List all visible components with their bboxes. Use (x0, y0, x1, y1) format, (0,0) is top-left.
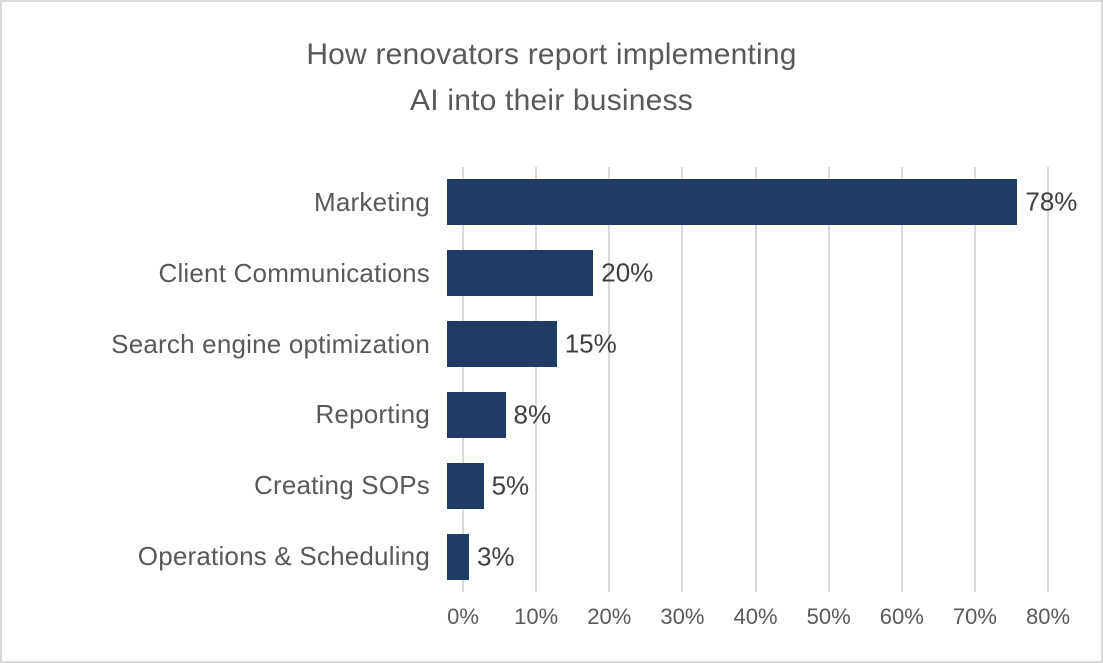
gridline (900, 167, 903, 592)
gridline (827, 167, 830, 592)
bar-track: 78% (447, 179, 1077, 226)
x-tick-label: 80% (1025, 604, 1071, 629)
gridline (681, 167, 684, 592)
category-label: Reporting (315, 399, 430, 430)
bar-value-label: 3% (476, 541, 515, 572)
gridline (1047, 167, 1049, 592)
chart-title: How renovators report implementing AI in… (306, 38, 797, 117)
x-tick-label: 40% (733, 604, 778, 629)
category-label: Client Communications (158, 257, 430, 288)
bar-track: 20% (447, 250, 1032, 297)
gridline (462, 167, 464, 592)
category-label: Creating SOPs (253, 470, 430, 501)
bar-value-label: 20% (601, 257, 654, 288)
bar-track: 8% (447, 391, 1032, 438)
gridline (535, 167, 538, 592)
bar-value-label: 8% (513, 399, 552, 430)
bar-row: Reporting 8% (2, 379, 1101, 450)
bar-row: Creating SOPs 5% (2, 450, 1101, 521)
bar (447, 321, 557, 368)
gridline (754, 167, 757, 592)
bar-rows: Marketing 78% Client Communications 20% … (2, 167, 1101, 592)
gridline (608, 167, 611, 592)
bar (447, 391, 506, 438)
x-tick-label: 10% (514, 604, 559, 629)
category-label: Operations & Scheduling (137, 541, 430, 572)
bar-value-label: 78% (1025, 186, 1078, 217)
x-tick-label: 30% (660, 604, 705, 629)
x-tick-label: 60% (879, 604, 924, 629)
x-axis-ticks: 0% 10% 20% 30% 40% 50% 60% 70% 80% (447, 604, 1070, 638)
bar-row: Client Communications 20% (2, 238, 1101, 309)
bar (447, 462, 484, 509)
x-tick-label: 20% (587, 604, 632, 629)
x-tick-label: 70% (952, 604, 997, 629)
x-tick-label: 50% (806, 604, 851, 629)
bar-track: 15% (447, 321, 1032, 368)
bar-row: Operations & Scheduling 3% (2, 521, 1101, 592)
bar (447, 250, 594, 297)
bar-track: 5% (447, 462, 1032, 509)
bar (447, 533, 469, 580)
gridline (973, 167, 976, 592)
bar-row: Marketing 78% (2, 167, 1101, 238)
plot-area (462, 167, 1049, 592)
category-label: Marketing (314, 186, 430, 217)
bar-value-label: 5% (491, 470, 530, 501)
bar (447, 179, 1018, 226)
bar-row: Search engine optimization 15% (2, 309, 1101, 380)
bar-value-label: 15% (564, 328, 617, 359)
category-label: Search engine optimization (111, 328, 430, 359)
bar-track: 3% (447, 533, 1032, 580)
x-tick-label: 0% (447, 604, 479, 629)
